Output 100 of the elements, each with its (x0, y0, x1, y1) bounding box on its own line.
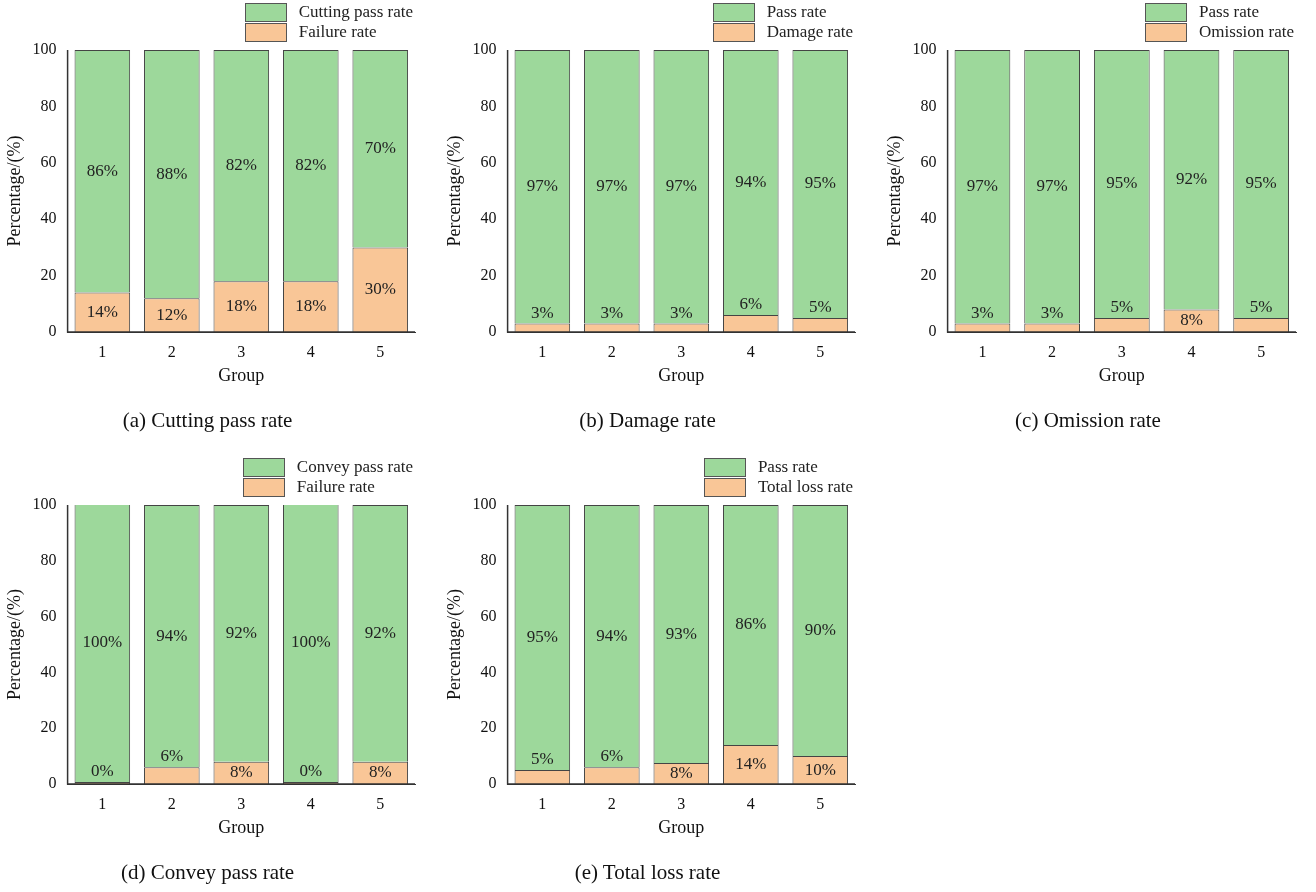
y-tick-label: 60 (480, 606, 497, 624)
data-label: 8% (368, 762, 392, 782)
data-label: 18% (225, 296, 257, 316)
data-label: 5% (808, 296, 832, 316)
x-tick-label: 3 (677, 342, 686, 360)
y-tick-label: 40 (40, 662, 57, 680)
y-tick-label: 0 (48, 322, 57, 340)
data-label: 3% (531, 302, 554, 322)
data-label: 94% (156, 625, 188, 645)
y-tick-label: 80 (920, 96, 937, 114)
y-tick-label: 40 (40, 209, 57, 227)
data-label: 5% (1249, 296, 1273, 316)
x-tick-label: 2 (167, 794, 176, 812)
data-label: 18% (295, 296, 327, 316)
data-label: 97% (1036, 176, 1068, 196)
x-tick-label: 3 (237, 794, 246, 812)
data-label: 3% (669, 302, 693, 322)
legend-label: Damage rate (766, 22, 853, 42)
data-label: 92% (1175, 169, 1208, 189)
data-label: 92% (225, 622, 257, 642)
y-tick-label: 100 (472, 40, 497, 58)
y-axis-title: Percentage/(%) (443, 135, 465, 247)
data-label: 14% (86, 301, 118, 321)
data-label: 95% (1245, 173, 1277, 193)
x-tick-label: 3 (1117, 342, 1126, 360)
y-axis-title: Percentage/(%) (3, 135, 25, 247)
data-label: 8% (669, 763, 693, 783)
data-label: 82% (225, 155, 257, 175)
y-axis-title: Percentage/(%) (3, 589, 25, 700)
data-label: 10% (804, 759, 836, 779)
x-tick-label: 2 (167, 342, 176, 360)
data-label: 100% (82, 631, 123, 651)
y-tick-label: 100 (32, 40, 57, 58)
x-tick-label: 2 (607, 794, 616, 812)
data-label: 70% (364, 138, 396, 158)
data-label: 94% (596, 625, 628, 645)
text: (a) Cutting pass rate (122, 407, 293, 432)
y-tick-label: 40 (480, 662, 497, 680)
y-tick-label: 20 (40, 718, 57, 736)
data-label: 95% (804, 173, 836, 193)
series-label: Pass rate (1199, 2, 1260, 22)
y-tick-label: 80 (480, 551, 497, 568)
y-tick-label: 100 (472, 495, 497, 513)
data-label: 95% (1106, 173, 1138, 193)
legend-label: Total loss rate (757, 477, 853, 497)
y-axis-title: Percentage/(%) (443, 589, 465, 700)
data-label: 3% (600, 302, 624, 322)
y-tick-label: 80 (480, 96, 497, 114)
data-label: 82% (295, 155, 327, 175)
x-tick-label: 3 (677, 794, 686, 812)
x-tick-label: 5 (376, 342, 385, 360)
data-label: 0% (299, 760, 323, 780)
x-axis-title: Group (658, 816, 705, 837)
x-tick-label: 4 (306, 342, 315, 360)
y-tick-label: 40 (480, 209, 497, 227)
data-label: 8% (229, 762, 253, 782)
x-tick-label: 4 (1187, 342, 1196, 360)
series-label: Convey pass rate (296, 457, 413, 477)
y-tick-label: 0 (488, 774, 497, 792)
x-axis-title: Group (218, 816, 265, 837)
data-label: 94% (735, 172, 767, 192)
data-label: 86% (735, 614, 767, 634)
y-tick-label: 20 (40, 265, 57, 283)
data-label: 5% (531, 749, 554, 769)
y-tick-label: 60 (40, 153, 57, 170)
data-label: 86% (86, 160, 118, 180)
series-label: Pass rate (757, 457, 818, 477)
data-label: 6% (739, 294, 763, 314)
data-label: 90% (804, 620, 836, 640)
x-tick-label: 2 (1048, 342, 1057, 360)
y-tick-label: 20 (480, 718, 497, 736)
data-label: 88% (156, 163, 188, 183)
y-tick-label: 80 (40, 551, 57, 568)
x-tick-label: 5 (376, 794, 385, 812)
x-tick-label: 1 (98, 342, 107, 360)
data-label: 97% (966, 176, 999, 196)
text: (d) Convey pass rate (120, 859, 295, 884)
y-tick-label: 40 (920, 209, 937, 227)
series-label: Cutting pass rate (298, 2, 413, 22)
y-tick-label: 0 (488, 322, 497, 340)
data-label: 3% (971, 302, 994, 322)
y-tick-label: 20 (920, 265, 937, 283)
legend-label: Failure rate (296, 477, 375, 497)
x-tick-label: 4 (746, 342, 755, 360)
y-tick-label: 80 (40, 96, 57, 114)
data-label: 95% (526, 626, 558, 646)
x-tick-label: 3 (237, 342, 246, 360)
text: (b) Damage rate (579, 407, 716, 432)
data-label: 8% (1180, 310, 1203, 330)
data-label: 100% (290, 631, 331, 651)
data-label: 30% (364, 279, 396, 299)
x-axis-title: Group (1098, 364, 1145, 385)
legend-label: Failure rate (298, 22, 377, 42)
data-label: 14% (735, 753, 767, 773)
data-label: 3% (1040, 302, 1064, 322)
data-label: 97% (665, 176, 697, 196)
data-label: 6% (160, 746, 184, 766)
y-tick-label: 60 (920, 153, 937, 170)
x-tick-label: 5 (1257, 342, 1266, 360)
x-axis-title: Group (218, 364, 265, 385)
